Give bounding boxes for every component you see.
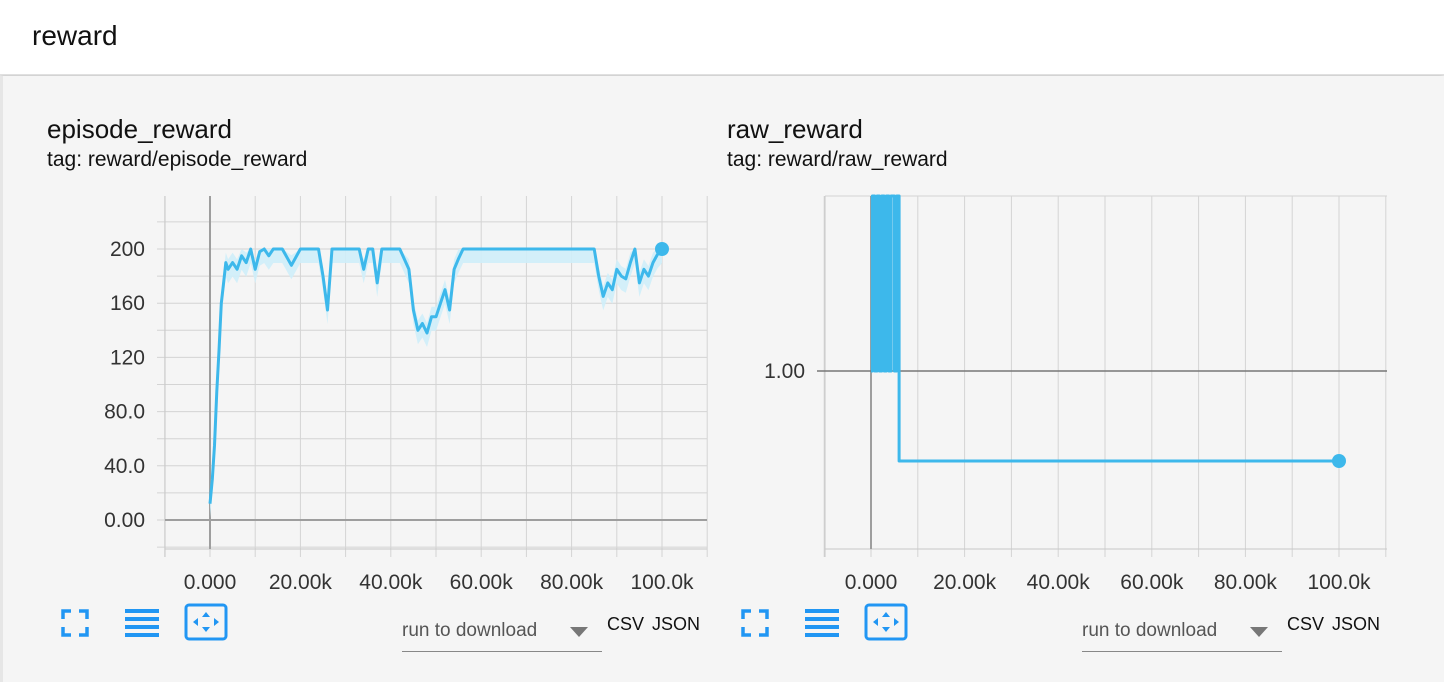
json-download-link[interactable]: JSON — [652, 614, 701, 634]
x-tick-label: 60.00k — [1120, 571, 1184, 594]
x-tick-label: 0.000 — [845, 571, 898, 594]
series-line — [208, 247, 664, 504]
x-tick-label: 100.0k — [630, 571, 694, 594]
chart-card-episode-reward: episode_reward tag: reward/episode_rewar… — [45, 106, 725, 682]
x-tick-label: 100.0k — [1307, 571, 1371, 594]
chart-card-raw-reward: raw_reward tag: reward/raw_reward 1.00 0.… — [725, 106, 1405, 682]
chevron-down-icon — [1250, 627, 1268, 637]
x-tick-label: 40.00k — [1027, 571, 1091, 594]
x-tick-label: 80.00k — [540, 571, 604, 594]
y-tick-label: 200 — [110, 238, 145, 261]
data-list-icon[interactable] — [801, 603, 851, 643]
y-tick-label: 120 — [110, 346, 145, 369]
run-select[interactable]: run to download — [1082, 613, 1282, 652]
raw-reward-chart[interactable]: 1.00 0.000 20.00k 40.00k 60.00k 80.00k 100.0k — [725, 106, 1405, 606]
data-list-icon[interactable] — [121, 603, 171, 643]
run-select[interactable]: run to download — [402, 613, 602, 652]
y-tick-label: 0.00 — [104, 509, 145, 532]
x-tick-label: 20.00k — [269, 571, 333, 594]
fit-domain-icon[interactable] — [863, 603, 913, 643]
y-tick-label: 80.0 — [104, 401, 145, 424]
json-download-link[interactable]: JSON — [1332, 614, 1381, 634]
series-line — [870, 194, 1339, 463]
x-tick-label: 80.00k — [1214, 571, 1278, 594]
card-tag: tag: reward/episode_reward — [47, 148, 308, 171]
card-title: episode_reward — [47, 114, 233, 144]
category-content: episode_reward tag: reward/episode_rewar… — [0, 76, 1444, 682]
run-select-label: run to download — [1082, 620, 1218, 641]
page-title: reward — [32, 20, 118, 51]
series-last-point — [1332, 454, 1346, 468]
episode-reward-chart[interactable]: 0.00 40.0 80.0 120 160 200 0.000 20.00k 40.00k 60… — [45, 106, 725, 606]
run-select-label: run to download — [402, 620, 538, 641]
x-tick-label: 40.00k — [359, 571, 423, 594]
card-tag: tag: reward/raw_reward — [727, 148, 948, 171]
card-title: raw_reward — [727, 114, 863, 144]
x-tick-label: 60.00k — [450, 571, 514, 594]
y-tick-label: 40.0 — [104, 455, 145, 478]
fit-domain-icon[interactable] — [183, 603, 233, 643]
fullscreen-icon[interactable] — [55, 603, 105, 643]
page-header: reward — [0, 0, 1444, 75]
x-tick-label: 20.00k — [933, 571, 997, 594]
y-tick-label: 160 — [110, 292, 145, 315]
series-last-point — [655, 242, 669, 256]
card-controls: run to download CSV JSON — [45, 603, 725, 673]
card-controls: run to download CSV JSON — [725, 603, 1405, 673]
csv-download-link[interactable]: CSV — [1287, 614, 1325, 634]
chevron-down-icon — [570, 627, 588, 637]
fullscreen-icon[interactable] — [735, 603, 785, 643]
y-tick-label: 1.00 — [764, 360, 805, 383]
x-tick-label: 0.000 — [184, 571, 237, 594]
csv-download-link[interactable]: CSV — [607, 614, 645, 634]
